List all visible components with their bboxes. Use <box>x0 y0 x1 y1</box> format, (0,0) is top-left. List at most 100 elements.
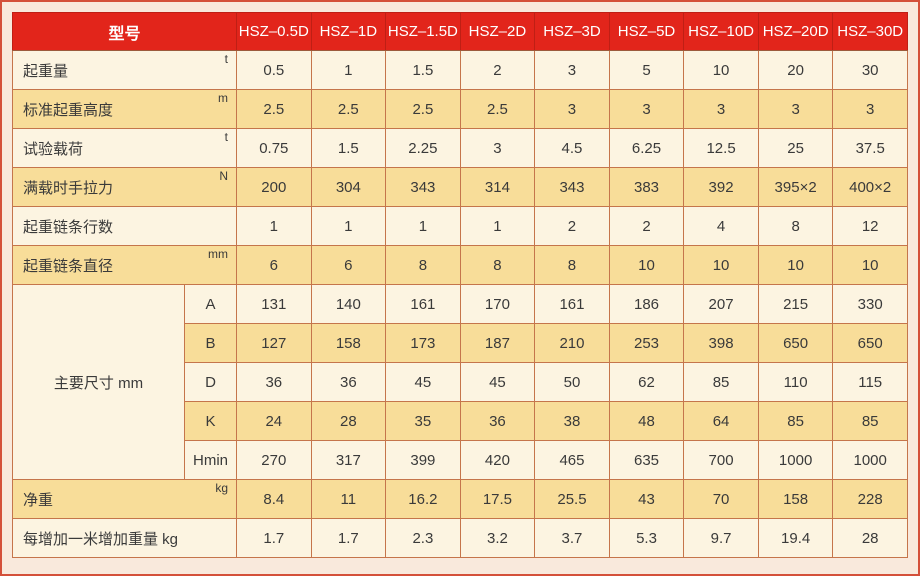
value-cell: 3.7 <box>534 518 610 558</box>
value-cell: 6.25 <box>608 128 685 168</box>
value-cell: 1.7 <box>236 518 312 558</box>
value-cell: 64 <box>683 401 759 441</box>
value-cell: 2.25 <box>385 128 461 168</box>
value-cell: 140 <box>310 284 387 324</box>
value-cell: 3 <box>459 128 536 168</box>
row-label: 起重链条直径 <box>23 257 114 275</box>
value-cell: 210 <box>534 323 610 363</box>
table-row: D 36 36 45 45 50 62 85 110 115 <box>13 362 908 402</box>
unit-label: t <box>224 130 229 144</box>
row-label-cell: 试验载荷 t <box>11 128 238 168</box>
value-cell: 5 <box>608 50 685 90</box>
value-cell: 400×2 <box>832 167 908 207</box>
model-header: HSZ–30D <box>832 12 908 51</box>
dimensions-group-label: 主要尺寸 mm <box>12 284 185 480</box>
value-cell: 28 <box>310 401 387 441</box>
value-cell: 161 <box>534 284 610 324</box>
value-cell: 650 <box>757 323 834 363</box>
dimension-sub-label: B <box>183 323 238 363</box>
row-label-cell: 起重链条行数 <box>11 206 238 246</box>
value-cell: 399 <box>385 440 461 480</box>
value-cell: 36 <box>459 401 536 441</box>
value-cell: 8 <box>459 245 536 285</box>
value-cell: 650 <box>832 323 908 363</box>
model-column-header: 型号 <box>11 12 238 51</box>
value-cell: 3 <box>683 89 759 129</box>
table-row: 起重量 t 0.5 1 1.5 2 3 5 10 20 30 <box>11 50 908 90</box>
row-label-cell: 满载时手拉力 N <box>11 167 238 207</box>
value-cell: 420 <box>459 440 536 480</box>
table-row: 满载时手拉力 N 200 304 343 314 343 383 392 395×… <box>11 167 908 207</box>
value-cell: 170 <box>459 284 536 324</box>
row-label: 标准起重高度 <box>23 101 114 119</box>
value-cell: 2.5 <box>385 89 461 129</box>
value-cell: 4 <box>683 206 759 246</box>
value-cell: 200 <box>236 167 312 207</box>
value-cell: 11 <box>310 479 387 519</box>
dimension-sub-label: D <box>183 362 238 402</box>
value-cell: 115 <box>832 362 908 402</box>
row-label: 满载时手拉力 <box>23 179 114 197</box>
model-header: HSZ–1.5D <box>385 12 461 51</box>
value-cell: 158 <box>757 479 834 519</box>
value-cell: 3 <box>832 89 908 129</box>
value-cell: 207 <box>683 284 759 324</box>
value-cell: 314 <box>459 167 536 207</box>
value-cell: 25 <box>757 128 834 168</box>
value-cell: 2.3 <box>385 518 461 558</box>
value-cell: 304 <box>310 167 387 207</box>
row-label-cell: 每增加一米增加重量 kg <box>11 518 238 558</box>
model-header: HSZ–5D <box>608 12 685 51</box>
value-cell: 270 <box>236 440 312 480</box>
value-cell: 25.5 <box>534 479 610 519</box>
value-cell: 110 <box>757 362 834 402</box>
value-cell: 228 <box>832 479 908 519</box>
value-cell: 343 <box>534 167 610 207</box>
value-cell: 5.3 <box>608 518 685 558</box>
value-cell: 1.7 <box>310 518 387 558</box>
value-cell: 2.5 <box>236 89 312 129</box>
dimension-sub-label: A <box>183 284 238 324</box>
unit-label: mm <box>208 247 229 261</box>
value-cell: 16.2 <box>385 479 461 519</box>
value-cell: 0.75 <box>236 128 312 168</box>
row-label-cell: 标准起重高度 m <box>11 89 238 129</box>
row-label-cell: 起重量 t <box>11 50 238 90</box>
value-cell: 45 <box>385 362 461 402</box>
value-cell: 4.5 <box>534 128 610 168</box>
row-label-cell: 净重 kg <box>11 479 238 519</box>
value-cell: 215 <box>757 284 834 324</box>
value-cell: 1 <box>236 206 312 246</box>
model-header: HSZ–10D <box>683 12 759 51</box>
value-cell: 317 <box>310 440 387 480</box>
dimension-sub-label: K <box>183 401 238 441</box>
value-cell: 253 <box>608 323 685 363</box>
model-header: HSZ–3D <box>534 12 610 51</box>
unit-label: N <box>219 169 229 183</box>
value-cell: 30 <box>832 50 908 90</box>
header-row: 型号 HSZ–0.5D HSZ–1D HSZ–1.5D HSZ–2D HSZ–3… <box>11 12 908 51</box>
table-row: 标准起重高度 m 2.5 2.5 2.5 2.5 3 3 3 3 3 <box>11 89 908 129</box>
value-cell: 2.5 <box>310 89 387 129</box>
value-cell: 8.4 <box>236 479 312 519</box>
value-cell: 187 <box>459 323 536 363</box>
value-cell: 3 <box>534 50 610 90</box>
dimension-sub-label: Hmin <box>183 440 238 480</box>
row-label: 起重量 <box>23 62 69 80</box>
unit-label: m <box>218 91 229 105</box>
value-cell: 6 <box>310 245 387 285</box>
model-header: HSZ–1D <box>310 12 387 51</box>
value-cell: 161 <box>385 284 461 324</box>
table-row: Hmin 270 317 399 420 465 635 700 1000 10… <box>13 440 908 480</box>
value-cell: 85 <box>757 401 834 441</box>
value-cell: 330 <box>832 284 908 324</box>
value-cell: 2 <box>534 206 610 246</box>
value-cell: 17.5 <box>459 479 536 519</box>
value-cell: 1 <box>310 206 387 246</box>
value-cell: 186 <box>608 284 685 324</box>
row-label: 净重 <box>23 491 54 509</box>
value-cell: 24 <box>236 401 312 441</box>
table-row: 起重链条直径 mm 6 6 8 8 8 10 10 10 10 <box>11 245 908 285</box>
value-cell: 45 <box>459 362 536 402</box>
